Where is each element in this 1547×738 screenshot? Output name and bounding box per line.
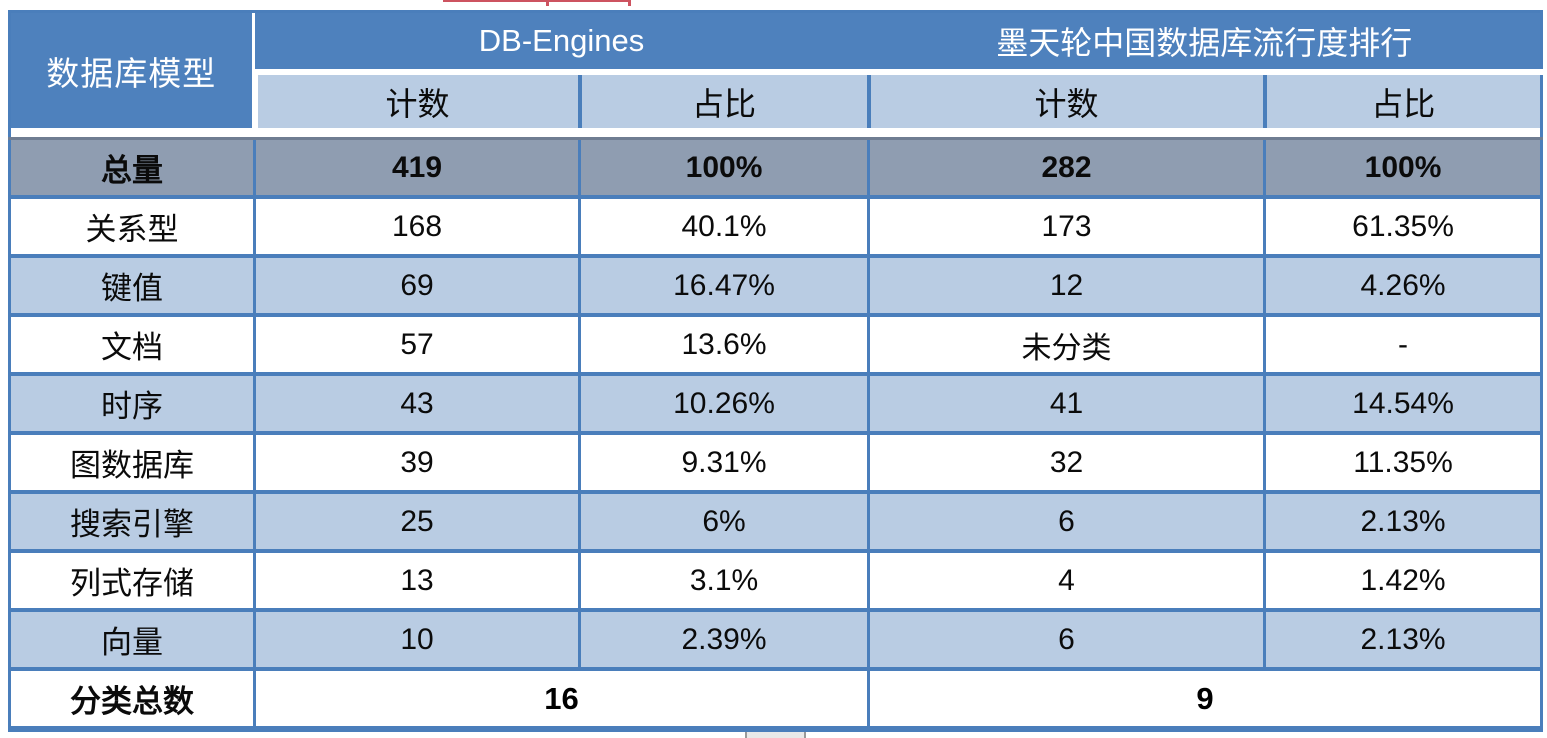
cell-value: 6 — [867, 490, 1265, 551]
row-label: 键值 — [9, 254, 255, 315]
cell-value: 1.42% — [1263, 549, 1542, 610]
cell-value: 2.13% — [1263, 608, 1542, 669]
cell-value: 3.1% — [577, 549, 869, 610]
row-label: 搜索引擎 — [9, 490, 255, 551]
column-header-count: 计数 — [251, 69, 580, 128]
row-label: 关系型 — [9, 195, 255, 256]
motianlun-category-total: 9 — [867, 667, 1542, 729]
group-header-motianlun: 墨天轮中国数据库流行度排行 — [868, 11, 1542, 72]
cell-value: 16.47% — [577, 254, 869, 315]
cell-value: 57 — [253, 313, 580, 374]
banner-header-row: 数据库模型 DB-Engines 墨天轮中国数据库流行度排行 — [9, 11, 1542, 128]
row-label-total: 总量 — [9, 137, 255, 197]
cell-value: 9.31% — [577, 431, 869, 492]
cell-value: 10.26% — [577, 372, 869, 433]
cell-value: 2.13% — [1263, 490, 1542, 551]
cell-value: 61.35% — [1263, 195, 1542, 256]
group-header-db-engines: DB-Engines — [254, 11, 869, 72]
cell-value: 未分类 — [867, 313, 1265, 374]
footer-row-category-totals: 分类总数 16 9 — [9, 667, 1542, 729]
subheader-row: 计数 占比 计数 占比 — [10, 69, 1542, 128]
cell-value: 41 — [867, 372, 1265, 433]
row-label: 列式存储 — [9, 549, 255, 610]
row-label: 向量 — [9, 608, 255, 669]
cell-value: 168 — [253, 195, 580, 256]
table-row: 文档 57 13.6% 未分类 - — [9, 313, 1542, 374]
cell-value: 25 — [253, 490, 580, 551]
row-label: 文档 — [9, 313, 255, 374]
cell-value: 14.54% — [1263, 372, 1542, 433]
separator-row — [9, 128, 1542, 139]
cell-value: 10 — [253, 608, 580, 669]
cell-value: 6% — [577, 490, 869, 551]
database-model-comparison-table: 数据库模型 DB-Engines 墨天轮中国数据库流行度排行 计数 占比 计数 … — [8, 10, 1544, 732]
column-header-count: 计数 — [866, 69, 1265, 128]
row-label-category-count: 分类总数 — [9, 667, 255, 729]
cell-value: 173 — [867, 195, 1265, 256]
column-header-share: 占比 — [577, 69, 869, 128]
cell-value: 13 — [253, 549, 580, 610]
cell-value: 4 — [867, 549, 1265, 610]
cell-value: 282 — [867, 137, 1265, 197]
red-annotation-tick — [546, 0, 549, 6]
row-label: 图数据库 — [9, 431, 255, 492]
cell-value: 13.6% — [577, 313, 869, 374]
table-row: 图数据库 39 9.31% 32 11.35% — [9, 431, 1542, 492]
cell-value: 43 — [253, 372, 580, 433]
table-row: 键值 69 16.47% 12 4.26% — [9, 254, 1542, 315]
table-row: 时序 43 10.26% 41 14.54% — [9, 372, 1542, 433]
table-row: 关系型 168 40.1% 173 61.35% — [9, 195, 1542, 256]
cell-value: 11.35% — [1263, 431, 1542, 492]
cell-value: 39 — [253, 431, 580, 492]
red-annotation-tick — [628, 0, 631, 6]
cell-value: 12 — [867, 254, 1265, 315]
cell-value: - — [1263, 313, 1542, 374]
corner-header-database-model: 数据库模型 — [9, 11, 255, 128]
row-label: 时序 — [9, 372, 255, 433]
cell-value: 100% — [577, 137, 869, 197]
cell-value: 100% — [1263, 137, 1542, 197]
column-header-share: 占比 — [1262, 69, 1542, 128]
table-row: 列式存储 13 3.1% 4 1.42% — [9, 549, 1542, 610]
table-row: 向量 10 2.39% 6 2.13% — [9, 608, 1542, 669]
total-row: 总量 419 100% 282 100% — [9, 137, 1542, 197]
cell-value: 4.26% — [1263, 254, 1542, 315]
bottom-scrollbar-fragment — [745, 732, 806, 738]
table-row: 搜索引擎 25 6% 6 2.13% — [9, 490, 1542, 551]
cell-value: 40.1% — [577, 195, 869, 256]
cell-value: 69 — [253, 254, 580, 315]
separator-band — [9, 128, 1542, 139]
cell-value: 32 — [867, 431, 1265, 492]
db-engines-category-total: 16 — [252, 667, 869, 729]
cell-value: 2.39% — [577, 608, 869, 669]
cell-value: 419 — [253, 137, 580, 197]
red-annotation-fragment — [443, 0, 631, 2]
cell-value: 6 — [867, 608, 1265, 669]
